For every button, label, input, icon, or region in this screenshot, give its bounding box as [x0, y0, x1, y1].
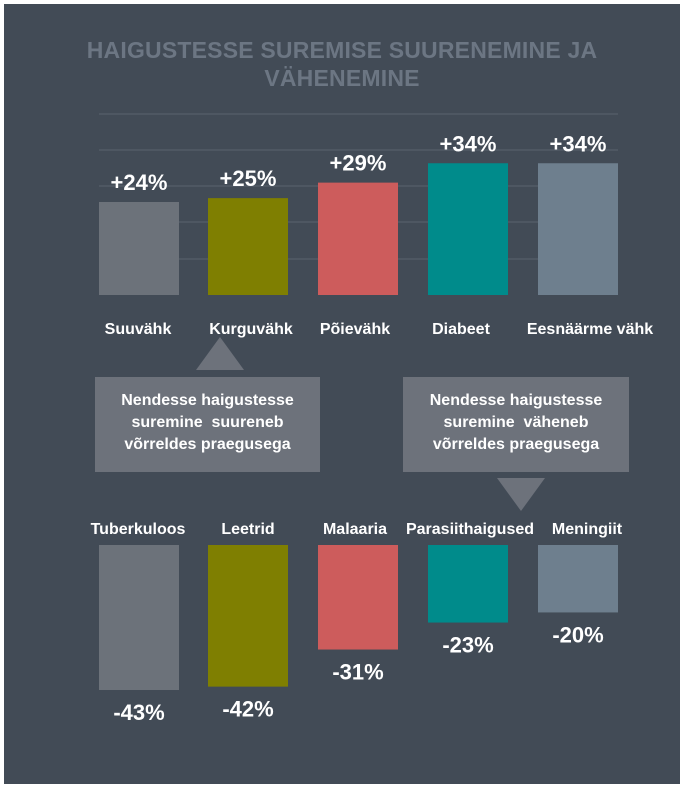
callout-decrease-line-2: suremine väheneb: [443, 414, 589, 431]
data-label-decrease-2: -42%: [222, 697, 273, 722]
bar-decrease-1: [99, 545, 179, 690]
data-label-increase-5: +34%: [550, 131, 607, 156]
category-label-increase-1: Suuvähk: [105, 321, 172, 338]
callout-increase-line-2: suremine suureneb: [131, 414, 284, 431]
data-label-increase-4: +34%: [440, 131, 497, 156]
category-label-increase-3: Põievähk: [320, 321, 390, 338]
infographic: HAIGUSTESSE SUREMISE SUURENEMINE JA VÄHE…: [4, 4, 680, 784]
chart-title-line-1: HAIGUSTESSE SUREMISE SUURENEMINE JA: [86, 37, 598, 63]
category-label-decrease-3: Malaaria: [323, 521, 387, 538]
callout-decrease: Nendesse haigustesse suremine väheneb võ…: [403, 377, 629, 472]
bar-decrease-5: [538, 545, 618, 613]
data-label-decrease-3: -31%: [332, 660, 383, 685]
bar-increase-2: [208, 198, 288, 295]
category-label-decrease-1: Tuberkuloos: [91, 521, 186, 538]
callout-increase-line-1: Nendesse haigustesse: [121, 392, 294, 409]
data-label-decrease-5: -20%: [552, 622, 603, 647]
arrow-up-icon: [196, 337, 244, 370]
bar-decrease-4: [428, 545, 508, 623]
bar-decrease-2: [208, 545, 288, 687]
bar-decrease-3: [318, 545, 398, 650]
data-label-increase-3: +29%: [330, 151, 387, 176]
data-label-decrease-4: -23%: [442, 633, 493, 658]
category-label-decrease-2: Leetrid: [221, 521, 274, 538]
bar-increase-4: [428, 163, 508, 295]
callout-decrease-line-1: Nendesse haigustesse: [429, 392, 603, 409]
chart-title-line-2: VÄHENEMINE: [264, 65, 420, 91]
bar-increase-3: [318, 182, 398, 295]
category-label-increase-4: Diabeet: [432, 321, 490, 338]
callout-increase: Nendesse haigustesse suremine suureneb v…: [95, 377, 320, 472]
category-label-decrease-4: Parasiithaigused: [406, 521, 534, 538]
category-label-decrease-5: Meningiit: [552, 521, 623, 538]
callout-increase-line-3: võrreldes praegusega: [124, 436, 291, 453]
data-label-increase-2: +25%: [220, 166, 277, 191]
arrow-down-icon: [497, 478, 545, 511]
bar-increase-1: [99, 202, 179, 295]
category-label-increase-2: Kurguvähk: [209, 321, 293, 338]
chart-title: HAIGUSTESSE SUREMISE SUURENEMINE JA VÄHE…: [4, 36, 680, 92]
category-label-increase-5: Eesnäärme vähk: [527, 321, 653, 338]
callout-decrease-line-3: võrreldes praegusega: [432, 436, 600, 453]
data-label-increase-1: +24%: [111, 170, 168, 195]
bar-increase-5: [538, 163, 618, 295]
bar-charts: +24% Suuvähk +25% Kurguvähk +29% Põievähk +34%…: [91, 113, 653, 725]
data-label-decrease-1: -43%: [113, 700, 164, 725]
